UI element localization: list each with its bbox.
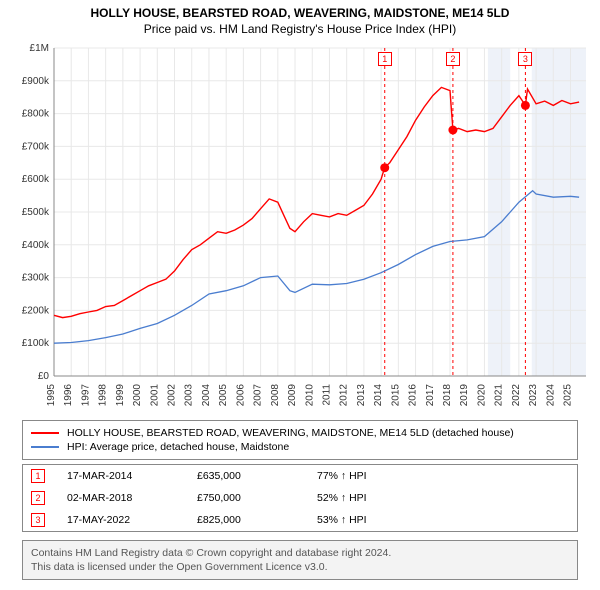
- svg-text:2024: 2024: [545, 384, 556, 407]
- event-hpi: 53% ↑ HPI: [317, 514, 569, 526]
- svg-text:£900k: £900k: [22, 76, 50, 87]
- svg-text:2011: 2011: [321, 384, 332, 406]
- event-marker-icon: 3: [31, 513, 45, 527]
- legend-row: HOLLY HOUSE, BEARSTED ROAD, WEAVERING, M…: [31, 427, 569, 439]
- event-price: £635,000: [197, 470, 317, 482]
- svg-text:2010: 2010: [304, 384, 315, 407]
- legend-label: HPI: Average price, detached house, Maid…: [67, 441, 289, 453]
- title-block: HOLLY HOUSE, BEARSTED ROAD, WEAVERING, M…: [0, 0, 600, 38]
- svg-text:2025: 2025: [563, 384, 574, 407]
- title-subtitle: Price paid vs. HM Land Registry's House …: [0, 22, 600, 36]
- svg-text:£100k: £100k: [22, 338, 50, 349]
- event-date: 17-MAR-2014: [67, 470, 197, 482]
- table-row: 3 17-MAY-2022 £825,000 53% ↑ HPI: [23, 509, 577, 531]
- svg-text:2022: 2022: [511, 384, 522, 407]
- sale-events: 1 17-MAR-2014 £635,000 77% ↑ HPI 2 02-MA…: [22, 464, 578, 532]
- sale-marker-icon: 2: [446, 52, 460, 66]
- svg-text:£500k: £500k: [22, 207, 50, 218]
- svg-text:1999: 1999: [115, 384, 126, 407]
- svg-text:2005: 2005: [218, 384, 229, 407]
- svg-text:2017: 2017: [425, 384, 436, 407]
- svg-text:1995: 1995: [46, 384, 57, 407]
- event-hpi: 52% ↑ HPI: [317, 492, 569, 504]
- table-row: 2 02-MAR-2018 £750,000 52% ↑ HPI: [23, 487, 577, 509]
- svg-text:£800k: £800k: [22, 109, 50, 120]
- svg-text:2000: 2000: [132, 384, 143, 407]
- line-chart: £0 £100k £200k £300k £400k £500k £600k £700k £80…: [8, 42, 592, 412]
- svg-text:£200k: £200k: [22, 305, 50, 316]
- svg-text:2002: 2002: [167, 384, 178, 407]
- svg-text:2016: 2016: [408, 384, 419, 407]
- event-marker-icon: 1: [31, 469, 45, 483]
- table-row: 1 17-MAR-2014 £635,000 77% ↑ HPI: [23, 465, 577, 487]
- svg-text:2018: 2018: [442, 384, 453, 407]
- svg-text:1996: 1996: [63, 384, 74, 407]
- svg-text:2012: 2012: [339, 384, 350, 407]
- event-date: 17-MAY-2022: [67, 514, 197, 526]
- legend-swatch: [31, 446, 59, 448]
- svg-text:2009: 2009: [287, 384, 298, 407]
- svg-text:2014: 2014: [373, 384, 384, 407]
- svg-text:£600k: £600k: [22, 174, 50, 185]
- svg-text:1997: 1997: [80, 384, 91, 407]
- legend-row: HPI: Average price, detached house, Maid…: [31, 441, 569, 453]
- svg-text:2006: 2006: [235, 384, 246, 407]
- svg-text:2003: 2003: [184, 384, 195, 407]
- chart-area: £0 £100k £200k £300k £400k £500k £600k £700k £80…: [8, 42, 592, 412]
- attribution-footer: Contains HM Land Registry data © Crown c…: [22, 540, 578, 580]
- event-price: £825,000: [197, 514, 317, 526]
- svg-text:2013: 2013: [356, 384, 367, 407]
- title-address: HOLLY HOUSE, BEARSTED ROAD, WEAVERING, M…: [0, 6, 600, 20]
- svg-text:£300k: £300k: [22, 273, 50, 284]
- svg-text:£400k: £400k: [22, 240, 50, 251]
- event-price: £750,000: [197, 492, 317, 504]
- footer-line: Contains HM Land Registry data © Crown c…: [31, 546, 569, 560]
- legend: HOLLY HOUSE, BEARSTED ROAD, WEAVERING, M…: [22, 420, 578, 460]
- chart-container: HOLLY HOUSE, BEARSTED ROAD, WEAVERING, M…: [0, 0, 600, 590]
- event-marker-icon: 2: [31, 491, 45, 505]
- svg-text:2001: 2001: [149, 384, 160, 407]
- svg-text:2021: 2021: [494, 384, 505, 407]
- event-date: 02-MAR-2018: [67, 492, 197, 504]
- svg-text:2020: 2020: [476, 384, 487, 407]
- svg-text:£0: £0: [38, 371, 50, 382]
- svg-text:£1M: £1M: [30, 43, 49, 54]
- svg-text:1998: 1998: [98, 384, 109, 407]
- sale-marker-icon: 1: [378, 52, 392, 66]
- legend-label: HOLLY HOUSE, BEARSTED ROAD, WEAVERING, M…: [67, 427, 514, 439]
- svg-text:2007: 2007: [253, 384, 264, 407]
- footer-line: This data is licensed under the Open Gov…: [31, 560, 569, 574]
- sale-marker-icon: 3: [518, 52, 532, 66]
- legend-swatch: [31, 432, 59, 434]
- svg-text:£700k: £700k: [22, 141, 50, 152]
- svg-text:2004: 2004: [201, 384, 212, 407]
- svg-text:2015: 2015: [390, 384, 401, 407]
- svg-text:2008: 2008: [270, 384, 281, 407]
- svg-text:2023: 2023: [528, 384, 539, 407]
- svg-text:2019: 2019: [459, 384, 470, 407]
- event-hpi: 77% ↑ HPI: [317, 470, 569, 482]
